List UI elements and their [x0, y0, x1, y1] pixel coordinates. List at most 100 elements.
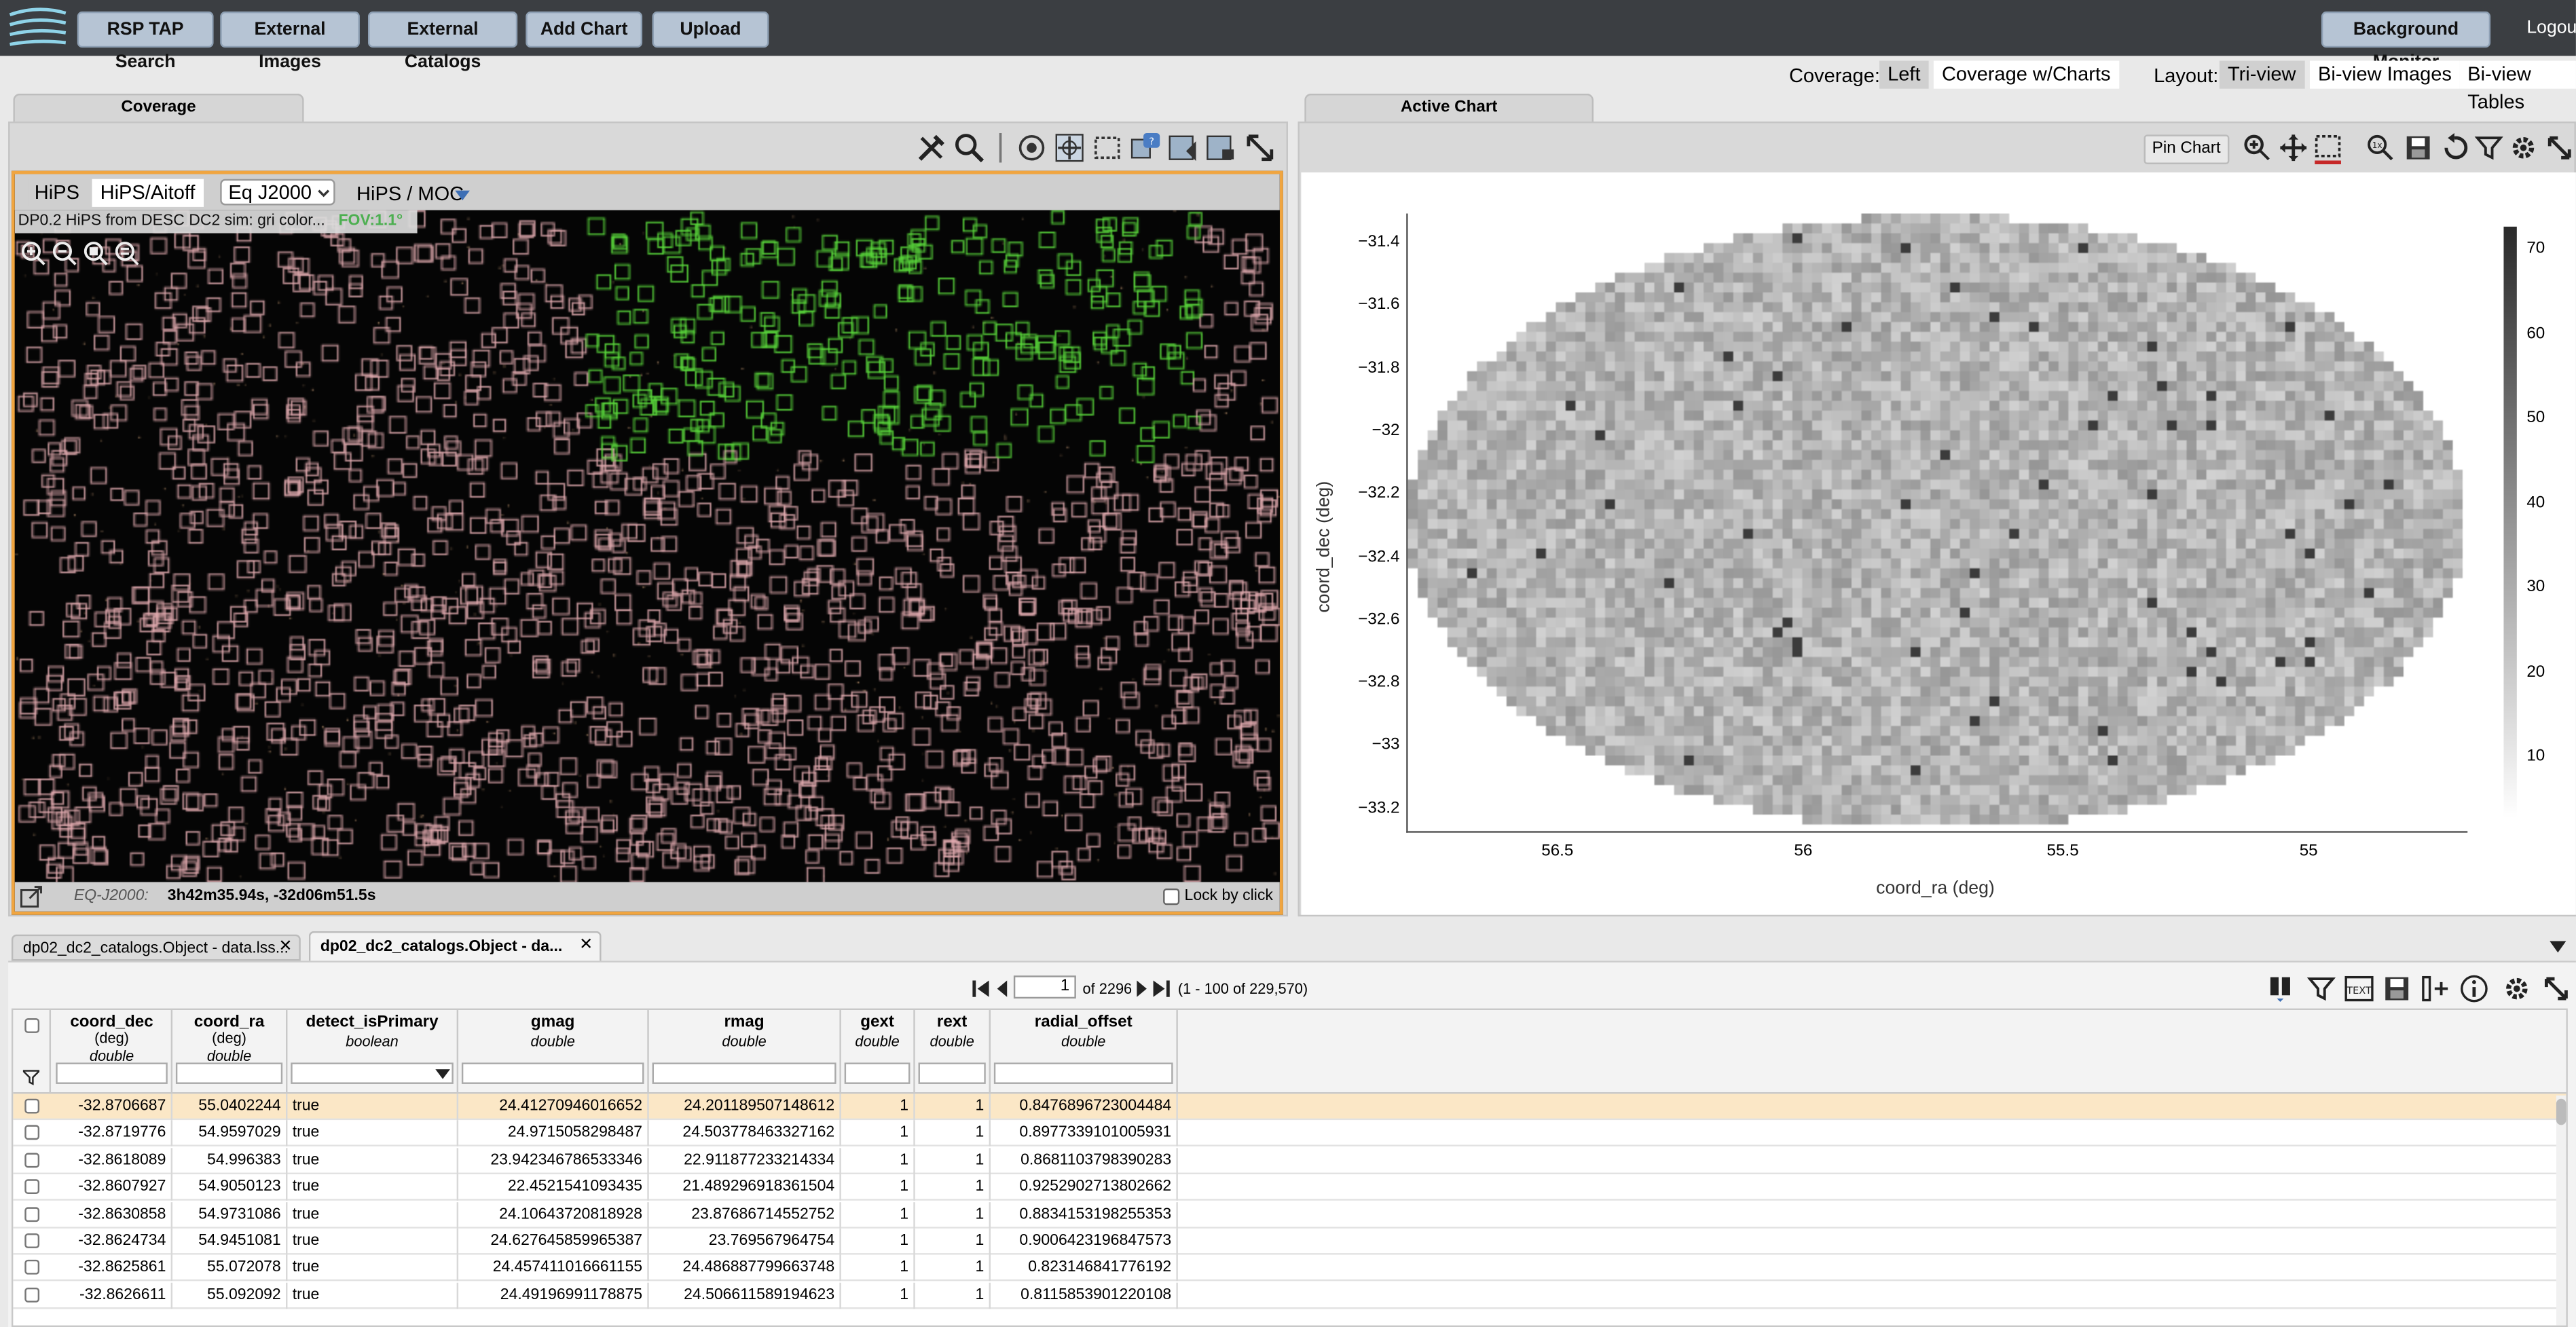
column-header-rext[interactable]: rext double	[915, 1010, 991, 1093]
search-icon[interactable]	[953, 132, 985, 164]
column-filter-input[interactable]	[844, 1062, 910, 1084]
logout-link[interactable]: Logout	[2526, 18, 2576, 38]
table-row[interactable]: -32.8626611 55.092092 true 24.4919699117887…	[13, 1282, 2566, 1309]
filter-icon[interactable]	[2474, 133, 2504, 163]
lock-layer-icon[interactable]	[1204, 132, 1237, 164]
table-save-icon[interactable]	[2382, 974, 2412, 1004]
table-tab-1[interactable]: dp02_dc2_catalogs.Object - data.lss... ✕	[11, 934, 301, 961]
image-viewer[interactable]: HiPS HiPS/Aitoff Eq J2000 HiPS / MOC DP0…	[11, 170, 1283, 915]
row-checkbox[interactable]	[24, 1260, 40, 1275]
first-page-icon[interactable]	[971, 979, 991, 998]
table-row[interactable]: -32.8625861 55.072078 true 24.4574110166611…	[13, 1255, 2566, 1282]
pan-icon[interactable]	[2279, 133, 2308, 163]
zoom-fill-icon[interactable]	[113, 240, 140, 266]
add-chart-button[interactable]: Add Chart	[526, 11, 643, 48]
page-number-input[interactable]: 1	[1013, 975, 1076, 999]
overlay-icon[interactable]	[1166, 132, 1199, 164]
restore-icon[interactable]	[2440, 132, 2469, 163]
table-expand-icon[interactable]	[2541, 974, 2571, 1004]
external-link-icon[interactable]	[20, 885, 43, 908]
zoom-out-icon[interactable]	[51, 240, 77, 266]
box-select-icon[interactable]	[2311, 132, 2344, 164]
column-filter-input[interactable]	[652, 1062, 836, 1084]
layout-tri-view-option[interactable]: Tri-view	[2219, 60, 2304, 89]
row-checkbox[interactable]	[24, 1233, 40, 1248]
prev-page-icon[interactable]	[994, 979, 1010, 998]
column-filter-input[interactable]	[175, 1062, 283, 1084]
coverage-left-option[interactable]: Left	[1879, 60, 1929, 89]
lock-by-click-checkbox[interactable]	[1163, 889, 1180, 905]
coverage-with-charts-option[interactable]: Coverage w/Charts	[1933, 60, 2119, 89]
column-header-rmag[interactable]: rmag double	[649, 1010, 841, 1093]
row-checkbox[interactable]	[24, 1098, 40, 1114]
text-view-icon[interactable]: TEXT	[2344, 974, 2374, 1004]
filter-toggle-icon[interactable]	[22, 1069, 40, 1085]
column-filter-input[interactable]	[56, 1062, 168, 1084]
column-header-detect-isPrimary[interactable]: detect_isPrimary boolean	[287, 1010, 459, 1093]
background-monitor-button[interactable]: Background Monitor	[2321, 11, 2491, 72]
upload-button[interactable]: Upload	[652, 11, 769, 48]
zoom-in-icon[interactable]	[20, 240, 46, 266]
table-row[interactable]: -32.8719776 54.9597029 true 24.971505829848…	[13, 1121, 2566, 1147]
next-page-icon[interactable]	[1134, 979, 1150, 998]
layout-bi-view-images-option[interactable]: Bi-view Images	[2309, 60, 2461, 89]
row-checkbox[interactable]	[24, 1287, 40, 1303]
column-header-radial-offset[interactable]: radial_offset double	[991, 1010, 1178, 1093]
table-row[interactable]: -32.8607927 54.9050123 true 22.452154109343…	[13, 1174, 2566, 1201]
table-scrollbar-thumb[interactable]	[2556, 1098, 2566, 1125]
row-checkbox[interactable]	[24, 1125, 40, 1141]
table-tab-2[interactable]: dp02_dc2_catalogs.Object - da... ✕	[308, 931, 602, 961]
row-checkbox[interactable]	[24, 1179, 40, 1195]
tools-icon[interactable]	[915, 132, 948, 164]
close-icon[interactable]: ✕	[278, 937, 293, 956]
reset-zoom-icon[interactable]: 1x	[2366, 133, 2395, 163]
select-all-checkbox[interactable]	[24, 1018, 40, 1033]
heatmap-plot[interactable]	[1406, 213, 2468, 833]
table-search-icon[interactable]	[2267, 974, 2297, 1004]
table-scrollbar[interactable]	[2556, 1095, 2566, 1326]
hips-option[interactable]: HiPS	[28, 179, 86, 207]
layers-icon[interactable]	[1015, 132, 1048, 164]
column-header-coord-ra[interactable]: coord_ra (deg) double	[172, 1010, 288, 1093]
expand-chart-icon[interactable]	[2545, 133, 2575, 163]
expand-icon[interactable]	[1244, 132, 1276, 164]
hips-aitoff-option[interactable]: HiPS/Aitoff	[92, 179, 204, 207]
zoom-icon[interactable]	[2243, 133, 2273, 163]
panel-collapse-icon[interactable]	[2550, 941, 2566, 954]
row-checkbox[interactable]	[24, 1153, 40, 1167]
column-filter-input[interactable]	[291, 1062, 454, 1084]
tab-coverage[interactable]: Coverage	[13, 93, 304, 124]
dropdown-arrow-icon[interactable]	[455, 190, 471, 201]
row-checkbox[interactable]	[24, 1206, 40, 1222]
column-header-gmag[interactable]: gmag double	[458, 1010, 649, 1093]
rsp-tap-search-button[interactable]: RSP TAP Search	[77, 11, 214, 72]
chevron-down-icon[interactable]	[435, 1069, 450, 1079]
settings-icon[interactable]	[2509, 133, 2539, 163]
pin-chart-button[interactable]: Pin Chart	[2143, 134, 2229, 164]
external-catalogs-button[interactable]: External Catalogs	[367, 11, 518, 72]
table-settings-icon[interactable]	[2502, 974, 2532, 1004]
table-row[interactable]: -32.8630858 54.9731086 true 24.106437208189…	[13, 1201, 2566, 1228]
table-row[interactable]: -32.8706687 55.0402244 true 24.412709460166…	[13, 1094, 2566, 1121]
column-header-gext[interactable]: gext double	[841, 1010, 915, 1093]
last-page-icon[interactable]	[1152, 979, 1171, 998]
table-row[interactable]: -32.8618089 54.996383 true 23.9423467865333…	[13, 1147, 2566, 1174]
layout-bi-view-tables-option[interactable]: Bi-view Tables	[2459, 60, 2576, 113]
table-filter-icon[interactable]	[2306, 974, 2336, 1004]
table-row[interactable]: -32.8624734 54.9451081 true 24.627645859965…	[13, 1228, 2566, 1255]
column-filter-input[interactable]	[993, 1062, 1173, 1084]
zoom-fit-icon[interactable]	[82, 240, 109, 266]
close-icon[interactable]: ✕	[579, 936, 593, 954]
coordinate-system-select[interactable]: Eq J2000	[220, 179, 335, 206]
column-filter-input[interactable]	[461, 1062, 644, 1084]
info-icon[interactable]	[2459, 974, 2489, 1004]
tab-active-chart[interactable]: Active Chart	[1304, 93, 1594, 124]
crosshair-icon[interactable]	[1053, 132, 1086, 164]
select-area-icon[interactable]	[1091, 132, 1124, 164]
save-icon[interactable]	[2404, 133, 2433, 163]
column-header-coord-dec[interactable]: coord_dec (deg) double	[52, 1010, 173, 1093]
grid-icon[interactable]: ?	[1128, 132, 1161, 164]
column-options-icon[interactable]	[2420, 974, 2450, 1004]
external-images-button[interactable]: External Images	[220, 11, 360, 72]
hips-moc-menu[interactable]: HiPS / MOC	[356, 182, 464, 206]
